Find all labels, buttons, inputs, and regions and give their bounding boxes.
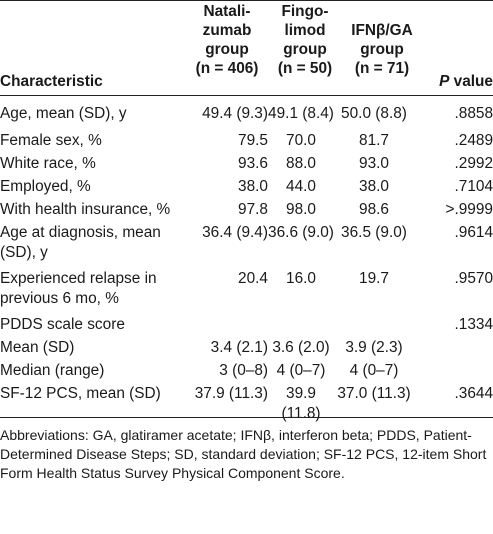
header-rule [0, 95, 493, 96]
cell-ifn-ga: 3.9 (2.3) [345, 339, 403, 356]
header-natalizumab-line: Natali- [203, 3, 251, 20]
cell-natalizumab [190, 315, 268, 338]
cell-p-value: .2992 [454, 155, 493, 172]
cell-fingolimod: 39.9 (11.8) [281, 385, 321, 422]
header-natalizumab-line: (n = 406) [195, 60, 259, 77]
table-row: White race, % 93.6 88.0 93.0 .2992 [0, 154, 493, 177]
cell-natalizumab: 3 (0–8) [219, 362, 268, 379]
cell-p-value: .9614 [454, 224, 493, 241]
row-label: SF-12 PCS, mean (SD) [0, 385, 161, 402]
cell-natalizumab: 37.9 (11.3) [194, 385, 268, 402]
header-natalizumab-line: group [205, 41, 249, 58]
table-row: Female sex, % 79.5 70.0 81.7 .2489 [0, 131, 493, 154]
table-row: Median (range) 3 (0–8) 4 (0–7) 4 (0–7) [0, 361, 493, 384]
table-row: Employed, % 38.0 44.0 38.0 .7104 [0, 177, 493, 200]
cell-fingolimod: 49.1 (8.4) [268, 105, 334, 122]
cell-ifn-ga: 50.0 (8.8) [341, 105, 407, 122]
cell-p-value: .3644 [454, 385, 493, 402]
header-fingolimod-line: group [283, 41, 327, 58]
cell-natalizumab: 3.4 (2.1) [210, 339, 268, 356]
header-ifn-ga-group: IFNβ/GA group (n = 71) [344, 21, 420, 78]
header-ifn-ga-line: IFNβ/GA [351, 22, 413, 39]
header-characteristic: Characteristic [0, 73, 103, 90]
cell-p-value: .9570 [454, 270, 493, 287]
cell-ifn-ga: 36.5 (9.0) [341, 224, 407, 241]
cell-fingolimod: 44.0 [286, 178, 316, 195]
cell-ifn-ga: 93.0 [359, 155, 389, 172]
header-p-value: P value [425, 72, 493, 91]
header-fingolimod-line: limod [284, 22, 326, 39]
header-natalizumab-line: zumab [202, 22, 252, 39]
cell-ifn-ga [334, 315, 414, 338]
header-p-rest: value [449, 73, 493, 90]
row-label: Age, mean (SD), y [0, 105, 127, 122]
cell-natalizumab: 97.8 [238, 201, 268, 218]
cell-p-value: >.9999 [445, 201, 493, 218]
header-ifn-ga-line: group [360, 41, 404, 58]
table-row: Age at diagnosis, mean (SD), y 36.4 (9.4… [0, 223, 493, 269]
cell-natalizumab: 38.0 [238, 178, 268, 195]
cell-fingolimod: 88.0 [286, 155, 316, 172]
header-fingolimod-line: (n = 50) [277, 60, 333, 77]
row-label: PDDS scale score [0, 316, 125, 333]
cell-ifn-ga: 37.0 (11.3) [337, 385, 411, 402]
cell-natalizumab: 93.6 [238, 155, 268, 172]
row-label: With health insurance, % [0, 201, 171, 218]
data-table: Age, mean (SD), y 49.4 (9.3) 49.1 (8.4) … [0, 98, 493, 430]
table-row: With health insurance, % 97.8 98.0 98.6 … [0, 200, 493, 223]
cell-ifn-ga: 38.0 [359, 178, 389, 195]
cell-p-value: .8858 [454, 105, 493, 122]
row-label: Age at diagnosis, mean (SD), y [0, 224, 161, 261]
header-natalizumab-group: Natali- zumab group (n = 406) [186, 2, 268, 78]
cell-fingolimod: 3.6 (2.0) [272, 339, 330, 356]
table-bottom-rule [0, 417, 493, 418]
cell-natalizumab: 20.4 [238, 270, 268, 287]
table-row: SF-12 PCS, mean (SD) 37.9 (11.3) 39.9 (1… [0, 384, 493, 430]
cell-fingolimod: 36.6 (9.0) [268, 224, 334, 241]
cell-fingolimod [268, 315, 334, 338]
header-ifn-ga-line: (n = 71) [354, 60, 410, 77]
header-fingolimod-group: Fingo- limod group (n = 50) [272, 2, 338, 78]
cell-fingolimod: 70.0 [286, 132, 316, 149]
cell-ifn-ga: 4 (0–7) [349, 362, 399, 379]
cell-ifn-ga: 81.7 [359, 132, 389, 149]
cell-ifn-ga: 98.6 [359, 201, 389, 218]
table-row: Age, mean (SD), y 49.4 (9.3) 49.1 (8.4) … [0, 98, 493, 131]
cell-p-value: .1334 [454, 316, 493, 333]
row-label: Experienced relapse in previous 6 mo, % [0, 270, 157, 307]
cell-ifn-ga: 19.7 [359, 270, 389, 287]
cell-natalizumab: 79.5 [238, 132, 268, 149]
cell-fingolimod: 98.0 [286, 201, 316, 218]
cell-natalizumab: 49.4 (9.3) [202, 105, 268, 122]
cell-p-value [414, 338, 493, 361]
row-label: Mean (SD) [0, 339, 75, 356]
cell-fingolimod: 16.0 [286, 270, 316, 287]
cell-p-value: .7104 [454, 178, 493, 195]
row-label: Female sex, % [0, 132, 102, 149]
table-row: PDDS scale score .1334 [0, 315, 493, 338]
table-row: Mean (SD) 3.4 (2.1) 3.6 (2.0) 3.9 (2.3) [0, 338, 493, 361]
table-footnote: Abbreviations: GA, glatiramer acetate; I… [0, 427, 487, 481]
header-fingolimod-line: Fingo- [281, 3, 329, 20]
header-p-italic: P [439, 73, 450, 90]
row-label: White race, % [0, 155, 96, 172]
table-top-rule [0, 0, 493, 1]
cell-fingolimod: 4 (0–7) [276, 362, 326, 379]
cell-p-value: .2489 [454, 132, 493, 149]
row-label: Median (range) [0, 362, 105, 379]
cell-p-value [414, 361, 493, 384]
row-label: Employed, % [0, 178, 91, 195]
table-row: Experienced relapse in previous 6 mo, % … [0, 269, 493, 315]
cell-natalizumab: 36.4 (9.4) [202, 224, 268, 241]
